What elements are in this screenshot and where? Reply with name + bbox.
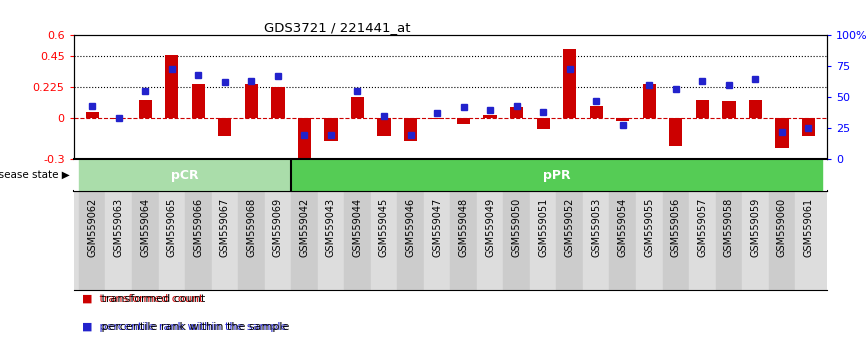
Bar xyxy=(139,100,152,118)
Bar xyxy=(477,191,503,290)
Bar xyxy=(291,191,318,290)
Text: GSM559053: GSM559053 xyxy=(591,198,601,257)
Bar xyxy=(583,191,610,290)
Bar xyxy=(291,159,822,191)
Text: GSM559057: GSM559057 xyxy=(697,198,708,257)
Text: GSM559063: GSM559063 xyxy=(113,198,124,257)
Text: GSM559065: GSM559065 xyxy=(167,198,177,257)
Bar xyxy=(537,118,550,129)
Text: GSM559043: GSM559043 xyxy=(326,198,336,257)
Text: GSM559045: GSM559045 xyxy=(379,198,389,257)
Bar xyxy=(423,191,450,290)
Text: pPR: pPR xyxy=(543,169,570,182)
Bar xyxy=(404,118,417,141)
Bar xyxy=(749,100,762,118)
Bar xyxy=(636,191,662,290)
Bar xyxy=(112,118,126,119)
Text: GSM559048: GSM559048 xyxy=(459,198,469,257)
Bar xyxy=(450,191,477,290)
Bar xyxy=(106,191,132,290)
Bar xyxy=(503,191,530,290)
Bar xyxy=(775,118,789,148)
Bar xyxy=(265,191,291,290)
Bar xyxy=(158,191,185,290)
Bar xyxy=(211,191,238,290)
Text: GSM559049: GSM559049 xyxy=(485,198,495,257)
Bar xyxy=(662,191,689,290)
Bar xyxy=(616,118,630,121)
Bar xyxy=(722,102,735,118)
Text: GSM559056: GSM559056 xyxy=(671,198,681,257)
Bar xyxy=(483,115,497,118)
Bar xyxy=(457,118,470,124)
Bar xyxy=(610,191,636,290)
Text: transformed count: transformed count xyxy=(98,294,205,304)
Text: GSM559044: GSM559044 xyxy=(352,198,363,257)
Title: GDS3721 / 221441_at: GDS3721 / 221441_at xyxy=(264,21,410,34)
Bar xyxy=(795,191,822,290)
Text: GSM559069: GSM559069 xyxy=(273,198,283,257)
Bar xyxy=(563,49,577,118)
Bar xyxy=(191,84,205,118)
Text: GSM559060: GSM559060 xyxy=(777,198,787,257)
Text: GSM559047: GSM559047 xyxy=(432,198,442,257)
Text: GSM559052: GSM559052 xyxy=(565,198,575,257)
Bar xyxy=(298,118,311,162)
Text: GSM559055: GSM559055 xyxy=(644,198,655,257)
Bar xyxy=(132,191,158,290)
Bar xyxy=(715,191,742,290)
Bar xyxy=(86,113,99,118)
Bar xyxy=(79,159,291,191)
Bar xyxy=(271,87,285,118)
Bar xyxy=(318,191,344,290)
Text: GSM559066: GSM559066 xyxy=(193,198,204,257)
Bar xyxy=(238,191,265,290)
Text: disease state ▶: disease state ▶ xyxy=(0,170,69,180)
Bar xyxy=(510,107,523,118)
Text: GSM559050: GSM559050 xyxy=(512,198,521,257)
Bar xyxy=(695,100,709,118)
Text: GSM559054: GSM559054 xyxy=(617,198,628,257)
Text: GSM559059: GSM559059 xyxy=(751,198,760,257)
Text: GSM559042: GSM559042 xyxy=(300,198,309,257)
Bar xyxy=(769,191,795,290)
Bar xyxy=(397,191,423,290)
Text: GSM559068: GSM559068 xyxy=(246,198,256,257)
Text: ■  percentile rank within the sample: ■ percentile rank within the sample xyxy=(82,322,288,332)
Text: GSM559061: GSM559061 xyxy=(804,198,813,257)
Bar xyxy=(351,97,364,118)
Bar xyxy=(378,118,391,136)
Bar xyxy=(371,191,397,290)
Text: pCR: pCR xyxy=(171,169,199,182)
Text: ■  transformed count: ■ transformed count xyxy=(82,294,204,304)
Bar xyxy=(643,84,656,118)
Text: GSM559058: GSM559058 xyxy=(724,198,734,257)
Bar xyxy=(669,118,682,145)
Text: GSM559046: GSM559046 xyxy=(405,198,416,257)
Bar xyxy=(689,191,715,290)
Bar xyxy=(165,55,178,118)
Bar xyxy=(79,191,106,290)
Text: GSM559067: GSM559067 xyxy=(220,198,229,257)
Bar xyxy=(218,118,231,136)
Bar xyxy=(557,191,583,290)
Bar xyxy=(430,118,443,119)
Bar xyxy=(742,191,769,290)
Text: percentile rank within the sample: percentile rank within the sample xyxy=(98,322,289,332)
Bar xyxy=(802,118,815,136)
Bar xyxy=(530,191,557,290)
Bar xyxy=(590,105,603,118)
Bar xyxy=(185,191,211,290)
Text: GSM559062: GSM559062 xyxy=(87,198,97,257)
Text: GSM559051: GSM559051 xyxy=(538,198,548,257)
Bar xyxy=(245,84,258,118)
Text: GSM559064: GSM559064 xyxy=(140,198,150,257)
Bar xyxy=(324,118,338,141)
Bar xyxy=(344,191,371,290)
